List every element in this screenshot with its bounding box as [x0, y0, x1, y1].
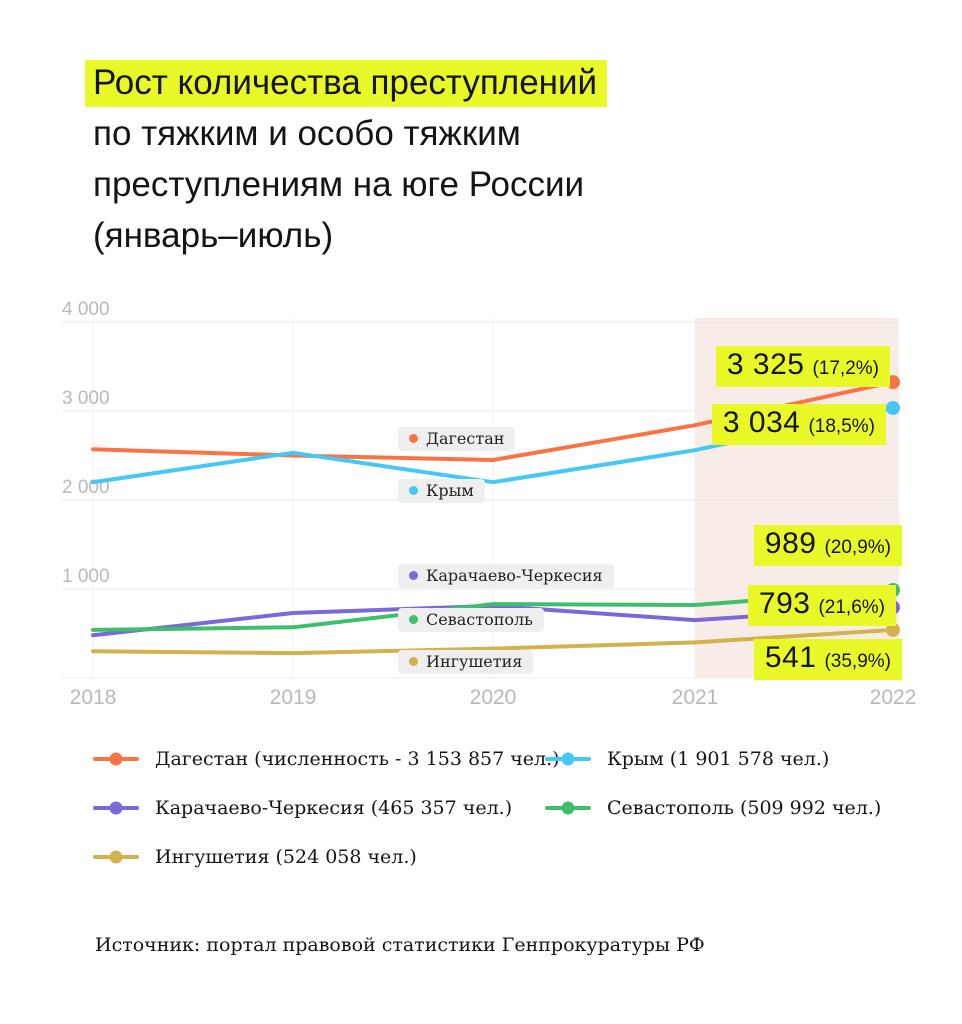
dagestan-dot-icon [409, 434, 418, 443]
value-number: 989 [764, 527, 817, 560]
value-number: 793 [758, 587, 811, 620]
series-label-text: Севастополь [426, 610, 533, 629]
legend-item-krym: Крым (1 901 578 чел.) [545, 748, 903, 770]
series-label-krym: Крым [398, 479, 485, 503]
kchr-dot-icon [409, 571, 418, 580]
title-line-4: (январь–июль) [93, 216, 334, 255]
series-end-dot-1 [886, 401, 900, 415]
series-label-dagestan: Дагестан [398, 427, 516, 451]
value-label-ingushetia: 541 (35,9%) [753, 639, 902, 680]
sevastopol-line-marker-icon [545, 801, 591, 815]
legend-item-dagestan: Дагестан (численность - 3 153 857 чел.) [93, 748, 560, 770]
legend-item-label: Карачаево-Черкесия (465 357 чел.) [155, 797, 513, 819]
value-number: 3 034 [722, 406, 801, 439]
legend: Дагестан (численность - 3 153 857 чел.) … [93, 748, 903, 868]
legend-item-label: Ингушетия (524 058 чел.) [155, 846, 417, 868]
series-label-ingushetia: Ингушетия [398, 650, 534, 674]
legend-item-label: Дагестан (численность - 3 153 857 чел.) [155, 748, 560, 770]
source-note: Источник: портал правовой статистики Ген… [95, 934, 705, 956]
title-line-2: по тяжким и особо тяжким [93, 114, 521, 153]
krym-line-marker-icon [545, 752, 591, 766]
title-highlight: Рост количества преступлений [85, 60, 608, 107]
x-tick-label: 2020 [470, 686, 517, 709]
chart-area: 1 000 2 000 3 000 4 000 2018 2019 2020 2021 2022… [0, 300, 962, 710]
x-tick-label: 2021 [672, 686, 719, 709]
series-label-text: Карачаево-Черкесия [426, 566, 603, 585]
x-tick-label: 2018 [70, 686, 117, 709]
legend-item-label: Крым (1 901 578 чел.) [607, 748, 830, 770]
series-line-4 [91, 627, 895, 656]
series-label-karachaevo-cherkesia: Карачаево-Черкесия [398, 564, 614, 588]
y-tick-label: 4 000 [62, 300, 110, 320]
legend-item-sevastopol: Севастополь (509 992 чел.) [545, 797, 903, 819]
value-percent: (21,6%) [818, 597, 885, 618]
series-label-text: Ингушетия [426, 652, 523, 671]
legend-item-label: Севастополь (509 992 чел.) [607, 797, 882, 819]
ingushetia-line-marker-icon [93, 850, 139, 864]
x-tick-label: 2019 [270, 686, 317, 709]
value-number: 541 [764, 641, 817, 674]
value-percent: (17,2%) [812, 358, 879, 379]
series-label-sevastopol: Севастополь [398, 608, 544, 632]
title-line-1: Рост количества преступлений [85, 57, 608, 108]
value-percent: (18,5%) [808, 416, 875, 437]
value-number: 3 325 [726, 348, 805, 381]
series-label-text: Крым [426, 481, 474, 500]
y-tick-label: 1 000 [62, 566, 110, 587]
series-label-text: Дагестан [426, 429, 505, 448]
series-end-dot-4 [886, 622, 900, 637]
legend-item-ingushetia: Ингушетия (524 058 чел.) [93, 846, 545, 868]
dagestan-line-marker-icon [93, 752, 139, 766]
kchr-line-marker-icon [93, 801, 139, 815]
value-percent: (20,9%) [824, 537, 891, 558]
value-label-karachaevo-cherkesia: 793 (21,6%) [747, 585, 896, 626]
title-line-3: преступлениям на юге России [93, 165, 585, 204]
value-label-dagestan: 3 325 (17,2%) [715, 346, 890, 387]
title-block: Рост количества преступлений по тяжким и… [85, 57, 608, 261]
ingushetia-dot-icon [409, 657, 418, 666]
value-percent: (35,9%) [824, 651, 891, 672]
legend-item-karachaevo-cherkesia: Карачаево-Черкесия (465 357 чел.) [93, 797, 545, 819]
value-label-sevastopol: 989 (20,9%) [753, 525, 902, 566]
value-label-krym: 3 034 (18,5%) [711, 404, 886, 445]
x-tick-label: 2022 [870, 686, 917, 709]
sevastopol-dot-icon [409, 615, 418, 624]
y-tick-label: 3 000 [62, 388, 110, 409]
krym-dot-icon [409, 486, 418, 495]
